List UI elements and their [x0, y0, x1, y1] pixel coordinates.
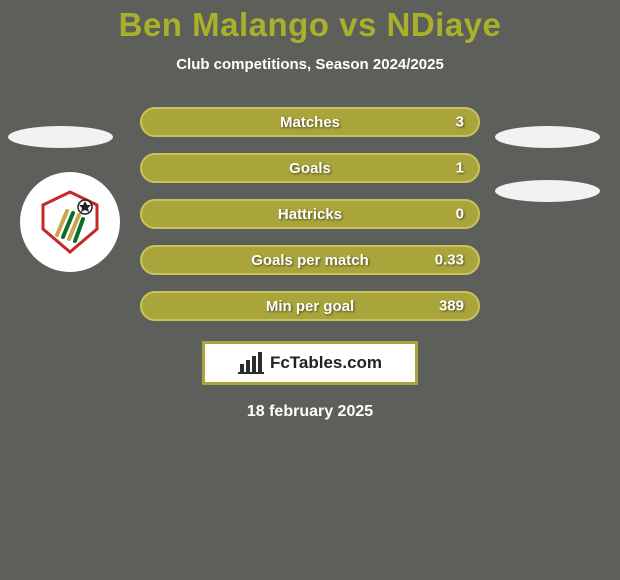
- brand-text: FcTables.com: [270, 353, 382, 373]
- stat-label: Min per goal: [266, 298, 354, 315]
- stat-value: 389: [439, 298, 464, 315]
- stat-value: 0: [456, 206, 464, 223]
- stat-bar: Goals 1: [140, 153, 480, 183]
- subtitle: Club competitions, Season 2024/2025: [0, 56, 620, 73]
- side-ellipse-right-2: [495, 180, 600, 202]
- page-title: Ben Malango vs NDiaye: [0, 0, 620, 44]
- team-crest-card: [20, 172, 120, 272]
- side-ellipse-left: [8, 126, 113, 148]
- brand-box: FcTables.com: [202, 341, 418, 385]
- stat-value: 3: [456, 114, 464, 131]
- stat-label: Goals: [289, 160, 331, 177]
- stat-bar: Hattricks 0: [140, 199, 480, 229]
- stat-value: 0.33: [435, 252, 464, 269]
- infographic-container: Ben Malango vs NDiaye Club competitions,…: [0, 0, 620, 580]
- side-ellipse-right-1: [495, 126, 600, 148]
- stat-bar: Matches 3: [140, 107, 480, 137]
- stat-bar: Goals per match 0.33: [140, 245, 480, 275]
- stat-value: 1: [456, 160, 464, 177]
- stat-label: Hattricks: [278, 206, 342, 223]
- team-crest-icon: [37, 189, 103, 255]
- stat-label: Matches: [280, 114, 340, 131]
- bar-chart-icon: [238, 352, 264, 374]
- stat-bar: Min per goal 389: [140, 291, 480, 321]
- stat-label: Goals per match: [251, 252, 369, 269]
- date-label: 18 february 2025: [0, 403, 620, 421]
